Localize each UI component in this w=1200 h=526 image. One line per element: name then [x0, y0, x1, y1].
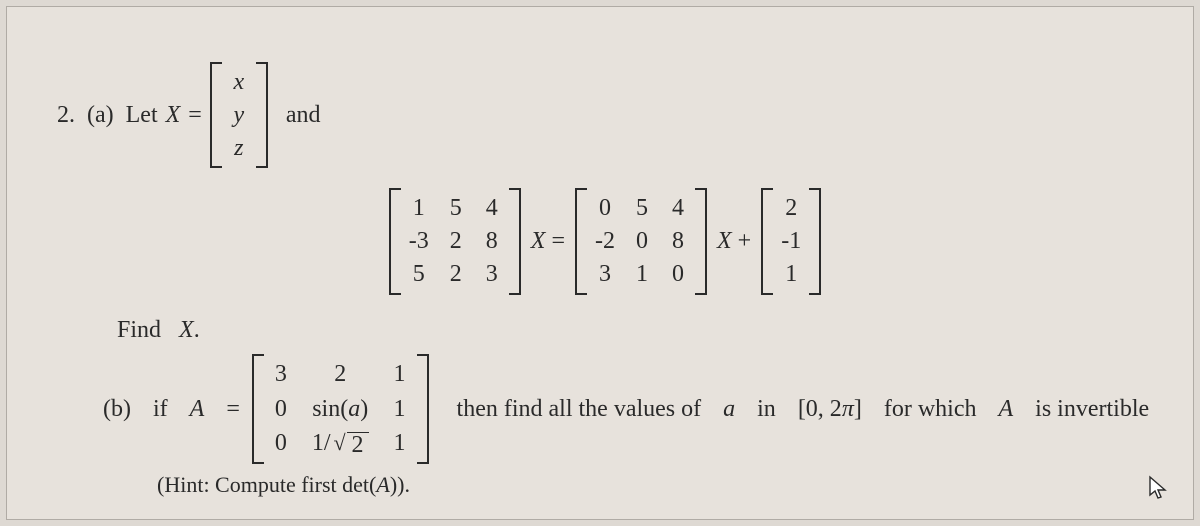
sin-a-cell: sin(a) — [312, 395, 369, 424]
part-b: (b) if A = 3 2 1 0 sin(a) 1 0 1/√2 1 the… — [103, 354, 1153, 464]
part-a-intro: 2. (a) Let X = x y z and — [57, 62, 1153, 168]
var-X: X — [166, 101, 181, 130]
a-var: a — [723, 395, 735, 424]
isinv-text: is invertible — [1035, 395, 1149, 424]
hint: (Hint: Compute first det(A)). — [157, 472, 1153, 498]
X-right: X — [717, 227, 732, 256]
cursor-icon — [1148, 475, 1168, 501]
A-var: A — [190, 395, 205, 424]
and-text: and — [286, 101, 321, 130]
matrix-equation: 154 -328 523 X = 054 -208 310 X + 2 -1 1 — [57, 188, 1153, 294]
matrix-B: 054 -208 310 — [575, 188, 707, 294]
matrix-A: 154 -328 523 — [389, 188, 521, 294]
A-var-2: A — [998, 395, 1013, 424]
interval: [0, 2π] — [798, 395, 862, 424]
let-text: Let — [126, 101, 158, 130]
in-text: in — [757, 395, 776, 424]
forwhich-text: for which — [884, 395, 977, 424]
vector-const: 2 -1 1 — [761, 188, 821, 294]
equals: = — [188, 101, 202, 130]
if-text: if — [153, 395, 168, 424]
equals-b: = — [226, 395, 240, 424]
find-x: Find X. — [117, 317, 1153, 344]
equals-center: = — [551, 227, 565, 256]
one-over-root2: 1/√2 — [312, 429, 369, 458]
matrix-Ab: 3 2 1 0 sin(a) 1 0 1/√2 1 — [252, 354, 429, 464]
then-text: then find all the values of — [457, 395, 702, 424]
vector-xyz: x y z — [210, 62, 268, 168]
X-left: X — [531, 227, 546, 256]
part-a-label: (a) — [87, 101, 114, 130]
page: 2. (a) Let X = x y z and 154 -328 523 — [6, 6, 1194, 520]
problem-number: 2. — [57, 101, 75, 130]
part-b-label: (b) — [103, 395, 131, 424]
plus-sign: + — [738, 227, 752, 256]
